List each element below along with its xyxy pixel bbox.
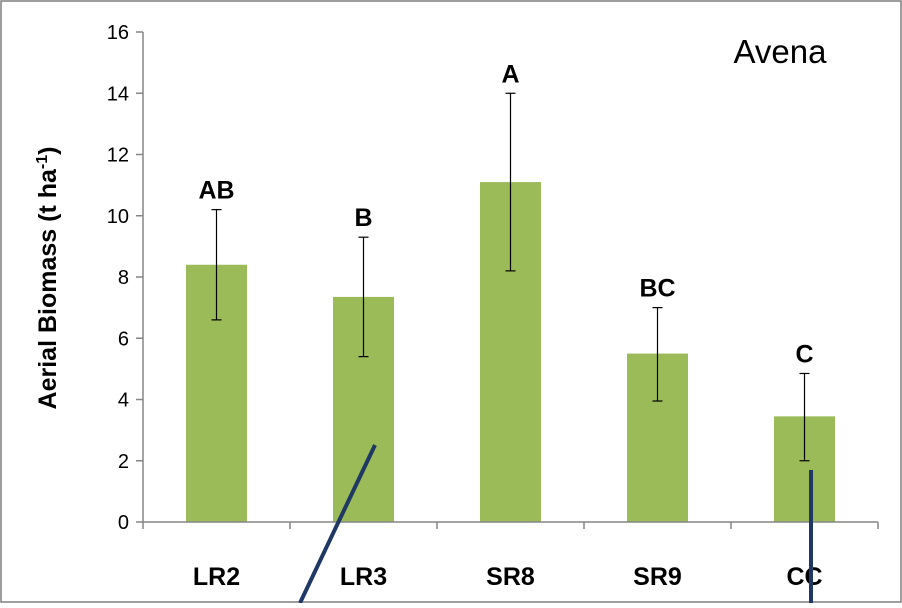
y-tick-label: 16 (107, 22, 129, 44)
y-axis-title-superscript: -1 (34, 155, 51, 169)
y-tick-label: 0 (118, 512, 129, 534)
significance-letter: B (354, 204, 372, 232)
y-tick-label: 10 (107, 206, 129, 228)
error-bars (211, 92, 810, 462)
significance-letter: A (501, 60, 519, 88)
y-axis-title-main: Aerial Biomass (t ha (34, 168, 62, 409)
y-tick-label: 2 (118, 451, 129, 473)
x-category-label: CC (786, 563, 822, 591)
y-axis-title: Aerial Biomass (t ha-1) (34, 147, 62, 410)
y-tick-label: 12 (107, 145, 129, 167)
x-category-label: LR2 (193, 563, 240, 591)
y-tick-label: 4 (118, 390, 129, 412)
y-axis-ticks: 0 2 4 6 8 10 12 14 16 (107, 22, 879, 534)
y-tick-label: 8 (118, 267, 129, 289)
x-category-label: SR9 (633, 563, 682, 591)
x-category-label: SR8 (486, 563, 535, 591)
significance-letter: AB (198, 177, 234, 205)
y-tick-label: 6 (118, 328, 129, 350)
significance-letter: BC (639, 275, 675, 303)
significance-letter: C (795, 340, 813, 368)
chart-title: Avena (734, 33, 828, 70)
annotation-line-diagonal (298, 444, 377, 604)
y-axis-title-close: ) (34, 147, 62, 155)
x-category-label: LR3 (340, 563, 387, 591)
y-tick-label: 14 (107, 83, 129, 105)
